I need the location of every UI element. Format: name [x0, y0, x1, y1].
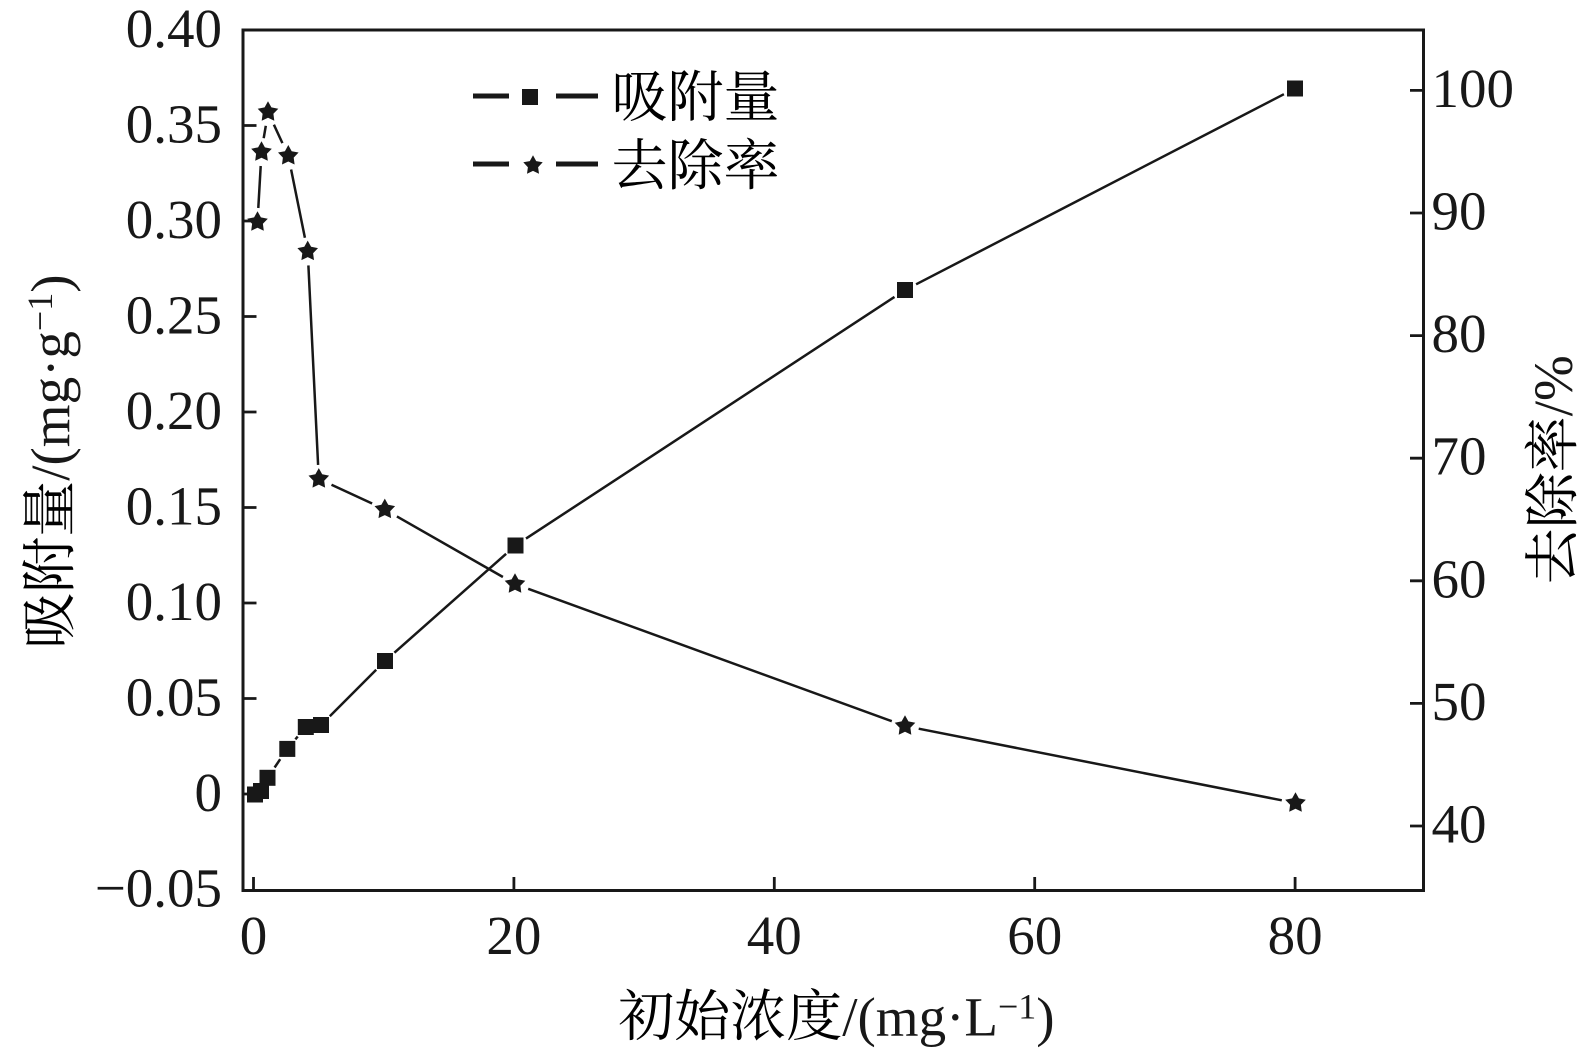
svg-text:0.15: 0.15 [126, 476, 222, 537]
svg-text:0: 0 [195, 762, 223, 823]
svg-text:0.10: 0.10 [126, 571, 222, 632]
svg-text:60: 60 [1007, 905, 1062, 966]
svg-text:0.20: 0.20 [126, 380, 222, 441]
svg-text:0: 0 [240, 905, 268, 966]
svg-text:70: 70 [1432, 426, 1487, 487]
svg-text:0.35: 0.35 [126, 94, 222, 155]
svg-text:/(mg·L−1): /(mg·L−1) [842, 987, 1054, 1048]
svg-text:20: 20 [486, 905, 541, 966]
svg-text:0.30: 0.30 [126, 189, 222, 250]
svg-text:80: 80 [1432, 303, 1487, 364]
svg-text:−0.05: −0.05 [95, 858, 222, 919]
svg-text:0.40: 0.40 [126, 0, 222, 59]
svg-text:50: 50 [1432, 671, 1487, 732]
svg-text:90: 90 [1432, 181, 1487, 242]
svg-text:60: 60 [1432, 548, 1487, 609]
svg-text:100: 100 [1432, 58, 1515, 119]
svg-text:40: 40 [747, 905, 802, 966]
svg-text:40: 40 [1432, 794, 1487, 855]
svg-text:0.25: 0.25 [126, 285, 222, 346]
svg-text:80: 80 [1268, 905, 1323, 966]
svg-text:/%: /% [1523, 355, 1580, 416]
svg-text:0.05: 0.05 [126, 667, 222, 728]
